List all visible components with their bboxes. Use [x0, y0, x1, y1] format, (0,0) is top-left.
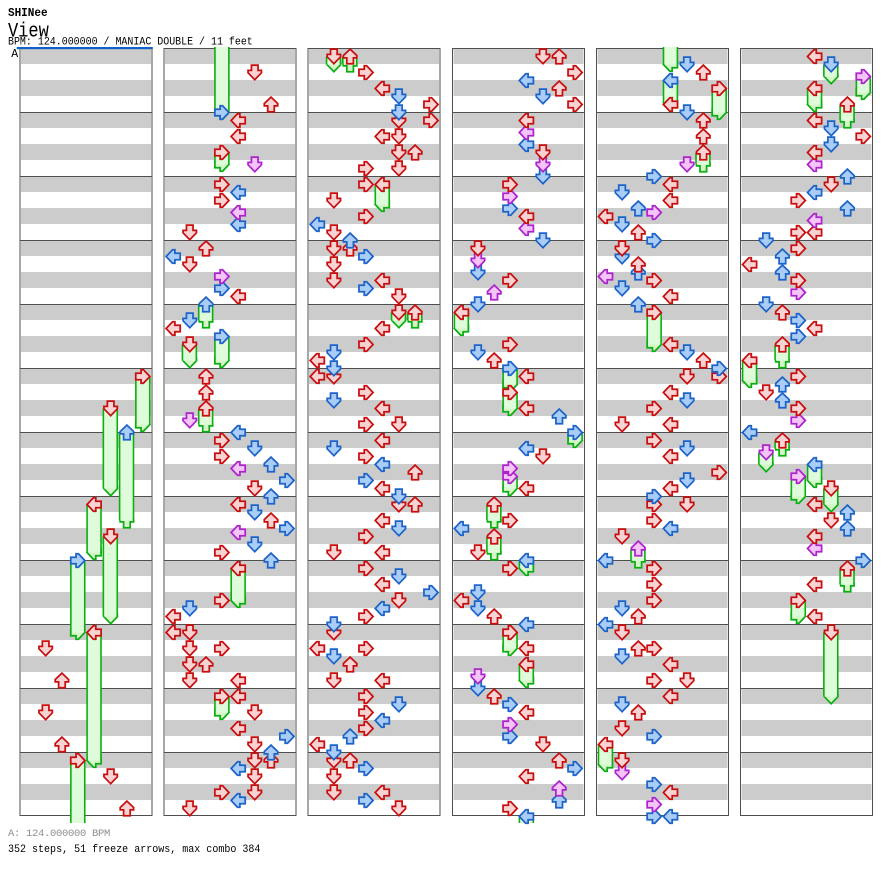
svg-text:SHINee: SHINee [8, 7, 48, 21]
svg-text:A: 124.000000 BPM: A: 124.000000 BPM [8, 828, 110, 840]
svg-text:A: A [11, 48, 18, 61]
svg-text:View: View [8, 20, 49, 43]
svg-text:352 steps, 51 freeze arrows, m: 352 steps, 51 freeze arrows, max combo 3… [8, 844, 260, 856]
svg-text:BPM: 124.000000 / MANIAC DOUBL: BPM: 124.000000 / MANIAC DOUBLE / 11 fee… [8, 36, 253, 49]
